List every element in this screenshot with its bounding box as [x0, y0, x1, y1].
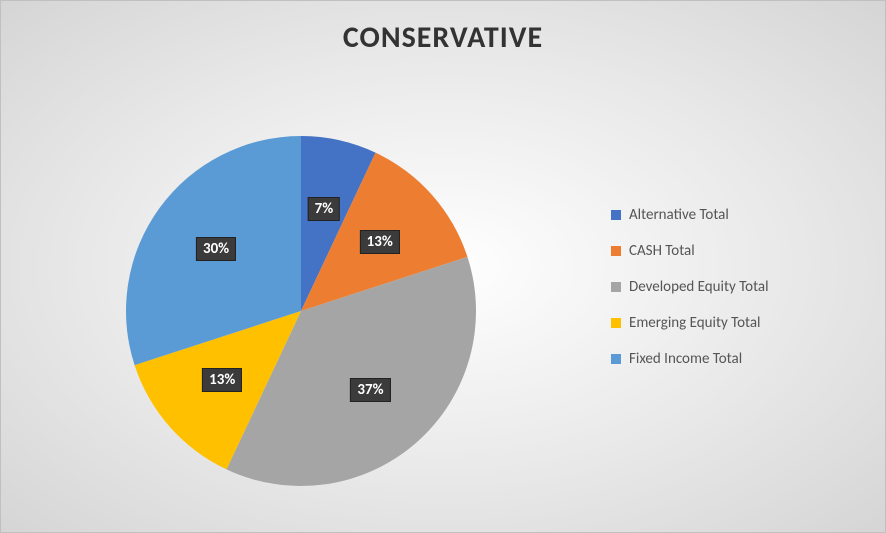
- pie-data-label: 13%: [202, 368, 242, 392]
- legend-label: Emerging Equity Total: [629, 314, 761, 332]
- legend-swatch: [611, 318, 621, 328]
- chart-frame: CONSERVATIVE 7%13%37%13%30% Alternative …: [0, 0, 886, 533]
- legend-item: Developed Equity Total: [611, 278, 769, 296]
- pie-data-label: 30%: [196, 237, 236, 261]
- legend-label: CASH Total: [629, 242, 695, 260]
- legend-swatch: [611, 282, 621, 292]
- legend-label: Alternative Total: [629, 206, 729, 224]
- legend-swatch: [611, 210, 621, 220]
- legend-item: Fixed Income Total: [611, 350, 769, 368]
- legend-swatch: [611, 246, 621, 256]
- legend-label: Developed Equity Total: [629, 278, 769, 296]
- legend: Alternative Total CASH Total Developed Equ…: [611, 206, 769, 368]
- pie-data-label: 37%: [350, 378, 390, 402]
- legend-item: Alternative Total: [611, 206, 769, 224]
- legend-label: Fixed Income Total: [629, 350, 742, 368]
- legend-item: Emerging Equity Total: [611, 314, 769, 332]
- legend-item: CASH Total: [611, 242, 769, 260]
- pie-data-label: 7%: [308, 197, 341, 221]
- legend-swatch: [611, 354, 621, 364]
- pie-data-label: 13%: [360, 230, 400, 254]
